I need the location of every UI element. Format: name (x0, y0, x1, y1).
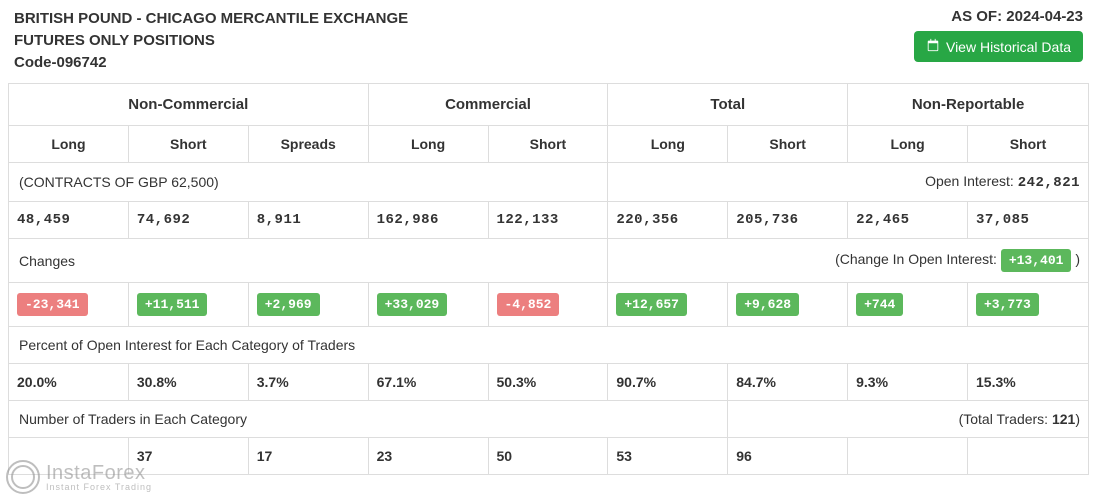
pos-cell: 74,692 (128, 202, 248, 239)
change-oi-cell: (Change In Open Interest: +13,401 ) (608, 239, 1089, 283)
change-cell: +9,628 (728, 283, 848, 327)
pct-cell: 90.7% (608, 364, 728, 401)
change-cell: +33,029 (368, 283, 488, 327)
num-cell: 37 (128, 438, 248, 475)
change-cell: +2,969 (248, 283, 368, 327)
view-historical-data-button[interactable]: View Historical Data (914, 31, 1083, 62)
pct-label: Percent of Open Interest for Each Catego… (9, 327, 1089, 364)
num-label-row: Number of Traders in Each Category (Tota… (9, 401, 1089, 438)
sub-header-row: Long Short Spreads Long Short Long Short… (9, 126, 1089, 163)
num-row: 37 17 23 50 53 96 (9, 438, 1089, 475)
pos-cell: 162,986 (368, 202, 488, 239)
col-long-2: Long (368, 126, 488, 163)
report-title-line2: FUTURES ONLY POSITIONS (14, 30, 408, 52)
pct-cell: 3.7% (248, 364, 368, 401)
open-interest-cell: Open Interest: 242,821 (608, 163, 1089, 202)
changes-row: -23,341 +11,511 +2,969 +33,029 -4,852 +1… (9, 283, 1089, 327)
pct-cell: 20.0% (9, 364, 129, 401)
change-cell: +11,511 (128, 283, 248, 327)
report-code: Code-096742 (14, 52, 408, 74)
change-cell: +12,657 (608, 283, 728, 327)
num-cell (9, 438, 129, 475)
col-long-4: Long (848, 126, 968, 163)
pct-cell: 15.3% (968, 364, 1089, 401)
report-title-line1: BRITISH POUND - CHICAGO MERCANTILE EXCHA… (14, 8, 408, 30)
num-cell: 23 (368, 438, 488, 475)
col-spreads: Spreads (248, 126, 368, 163)
pct-cell: 50.3% (488, 364, 608, 401)
as-of-date: AS OF: 2024-04-23 (914, 8, 1083, 25)
change-cell: -23,341 (9, 283, 129, 327)
col-short-2: Short (488, 126, 608, 163)
pos-cell: 122,133 (488, 202, 608, 239)
pct-cell: 30.8% (128, 364, 248, 401)
positions-row: 48,459 74,692 8,911 162,986 122,133 220,… (9, 202, 1089, 239)
col-long-3: Long (608, 126, 728, 163)
num-cell (848, 438, 968, 475)
pct-cell: 9.3% (848, 364, 968, 401)
pos-cell: 37,085 (968, 202, 1089, 239)
pct-row: 20.0% 30.8% 3.7% 67.1% 50.3% 90.7% 84.7%… (9, 364, 1089, 401)
contracts-row: (CONTRACTS OF GBP 62,500) Open Interest:… (9, 163, 1089, 202)
pct-cell: 84.7% (728, 364, 848, 401)
change-cell: +3,773 (968, 283, 1089, 327)
col-short-1: Short (128, 126, 248, 163)
report-header: BRITISH POUND - CHICAGO MERCANTILE EXCHA… (14, 8, 408, 73)
group-non-commercial: Non-Commercial (9, 84, 369, 126)
col-short-3: Short (728, 126, 848, 163)
calendar-icon (926, 38, 940, 55)
num-cell: 50 (488, 438, 608, 475)
change-cell: +744 (848, 283, 968, 327)
cot-table: Non-Commercial Commercial Total Non-Repo… (8, 83, 1089, 475)
group-commercial: Commercial (368, 84, 608, 126)
num-cell: 53 (608, 438, 728, 475)
total-traders-cell: (Total Traders: 121) (728, 401, 1089, 438)
group-total: Total (608, 84, 848, 126)
group-non-reportable: Non-Reportable (848, 84, 1089, 126)
num-cell: 96 (728, 438, 848, 475)
col-short-4: Short (968, 126, 1089, 163)
num-label: Number of Traders in Each Category (9, 401, 728, 438)
view-historical-data-label: View Historical Data (946, 39, 1071, 55)
num-cell (968, 438, 1089, 475)
changes-label: Changes (9, 239, 608, 283)
pos-cell: 48,459 (9, 202, 129, 239)
num-cell: 17 (248, 438, 368, 475)
pos-cell: 8,911 (248, 202, 368, 239)
contracts-label: (CONTRACTS OF GBP 62,500) (9, 163, 608, 202)
pct-cell: 67.1% (368, 364, 488, 401)
changes-label-row: Changes (Change In Open Interest: +13,40… (9, 239, 1089, 283)
change-cell: -4,852 (488, 283, 608, 327)
col-long-1: Long (9, 126, 129, 163)
group-header-row: Non-Commercial Commercial Total Non-Repo… (9, 84, 1089, 126)
pos-cell: 205,736 (728, 202, 848, 239)
pos-cell: 220,356 (608, 202, 728, 239)
pct-label-row: Percent of Open Interest for Each Catego… (9, 327, 1089, 364)
watermark-tag: Instant Forex Trading (46, 483, 152, 492)
pos-cell: 22,465 (848, 202, 968, 239)
change-oi-badge: +13,401 (1001, 249, 1072, 272)
